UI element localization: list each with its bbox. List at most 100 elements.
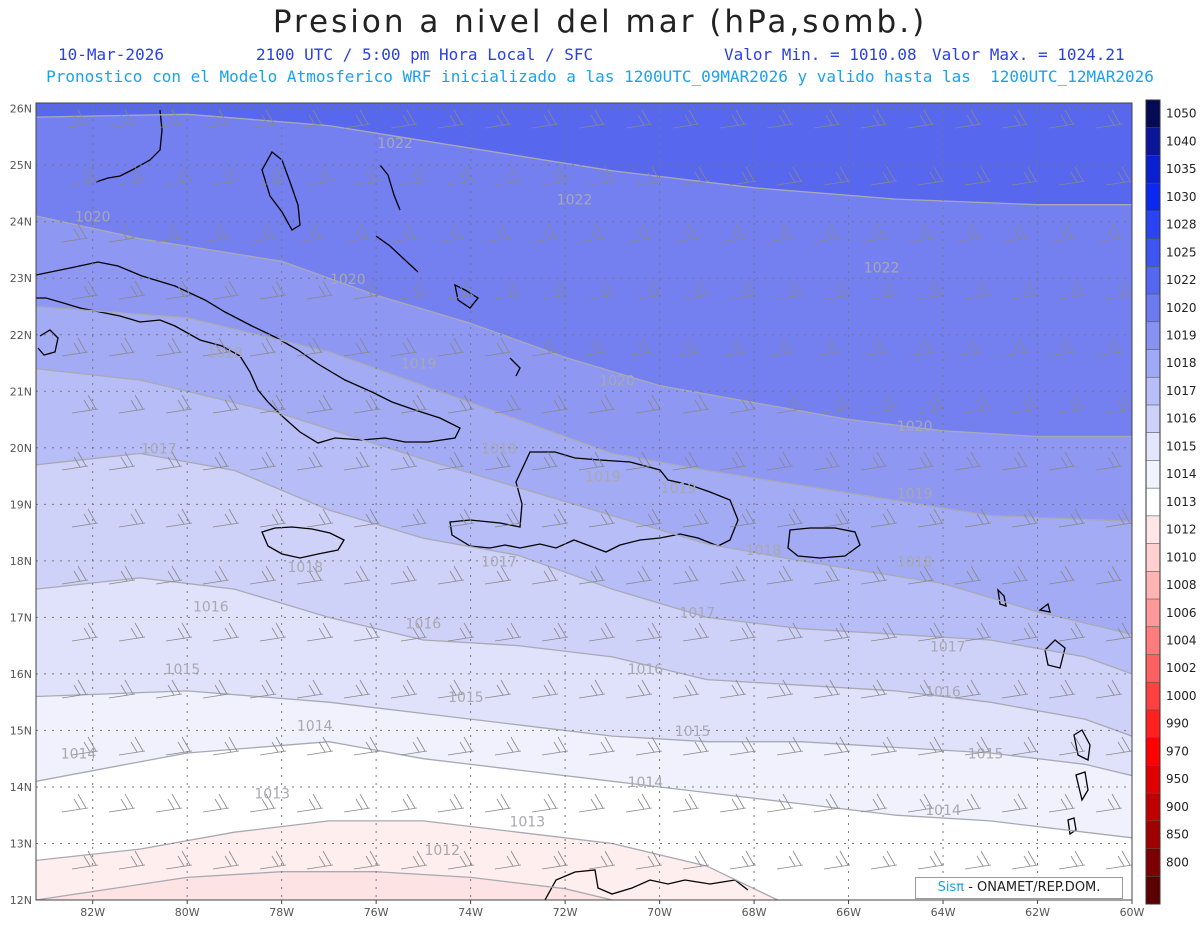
wind-barb [212,508,240,528]
wind-barb [259,394,287,414]
wind-barb [212,280,240,300]
wind-barb [1011,394,1039,414]
wind-barb [343,223,371,243]
wind-barb [202,679,230,699]
wind-barb [494,622,522,642]
wind-barb [729,166,757,186]
wind-barb [672,337,700,357]
colorbar-label: 1016 [1166,412,1197,426]
wind-barb [437,109,465,129]
wind-barb [954,223,982,243]
wind-barb [165,394,193,414]
isobar-1013 [36,820,778,900]
isobar-label: 1017 [141,441,177,457]
wind-barb [155,451,183,471]
colorbar-swatch [1146,515,1160,545]
andros-coast [261,151,301,231]
wind-barb [964,622,992,642]
wind-barb [1058,850,1086,870]
axis-labels: 82W 80W 78W 76W 74W 72W 70W 68W 66W 64W 62W 60W 26N 2… [10,103,1145,919]
colorbar-label: 1019 [1166,329,1197,343]
wind-barb [390,451,418,471]
wind-barb [907,565,935,585]
isobar-label: 1018 [481,441,517,457]
isobar-1019 [36,305,1132,522]
wind-barb [917,508,945,528]
wind-barb [343,565,371,585]
isobar-label: 1012 [424,843,460,859]
wind-barb [823,850,851,870]
wind-barb [672,451,700,471]
wind-barb [447,166,475,186]
isobar-label: 1022 [864,261,900,277]
wind-barb [588,622,616,642]
colorbar-swatch [1146,543,1160,572]
wind-barb [1001,109,1029,129]
wind-barb [1011,166,1039,186]
isobar-label: 1016 [406,617,442,633]
wind-barb [212,394,240,414]
wind-barb [766,337,794,357]
wind-barb [1011,280,1039,300]
long-island-coast [375,235,419,273]
isobar-label: 1018 [287,560,323,576]
wind-barb [578,565,606,585]
wind-barb [484,793,512,813]
isobar-label: 1020 [599,374,635,390]
wind-barb [588,394,616,414]
wind-barb [813,109,841,129]
wind-barb [343,109,371,129]
wind-barb [776,622,804,642]
wind-barb [1095,565,1123,585]
wind-barb [202,223,230,243]
isobar-label: 1015 [968,747,1004,763]
wind-barb [823,508,851,528]
colorbar-swatch [1146,820,1160,850]
wind-barb [635,508,663,528]
lat-label: 26N [10,103,32,116]
wind-barb [1001,679,1029,699]
isobar-label: 1014 [925,803,961,819]
isobar-label: 1018 [746,543,782,559]
colorbar-label: 850 [1166,828,1189,842]
wind-barb [729,850,757,870]
wind-barb [823,280,851,300]
wind-barb [531,793,559,813]
colorbar-label: 1050 [1166,107,1197,121]
wind-barb [202,109,230,129]
wind-barb [202,337,230,357]
wind-barb [296,793,324,813]
wind-barb [400,736,428,756]
colorbar-label: 1010 [1166,550,1197,564]
wind-barb [61,793,89,813]
lat-label: 18N [10,555,32,568]
wind-barb [860,337,888,357]
wind-barb [390,109,418,129]
wind-barb [259,850,287,870]
map-frame [35,102,1133,901]
wind-barb [484,223,512,243]
wind-barb [766,109,794,129]
wind-barb [635,280,663,300]
wind-barb [776,166,804,186]
colorbar-swatch [1146,709,1160,739]
wind-barb [776,394,804,414]
colorbar-label: 1035 [1166,162,1197,176]
colorbar-label: 1015 [1166,439,1197,453]
colorbar-label: 1020 [1166,301,1197,315]
wind-barb [870,508,898,528]
wind-barb [907,337,935,357]
colorbar-swatch [1146,848,1160,877]
wind-barb [447,280,475,300]
lesser-antilles [997,588,1091,836]
wind-barb [541,166,569,186]
wind-barb [343,679,371,699]
wind-barb [954,793,982,813]
wind-barb [390,337,418,357]
wind-barb [494,736,522,756]
isobar-1015 [36,690,1132,777]
wind-barb [625,337,653,357]
wind-barb [202,565,230,585]
wind-barb [860,793,888,813]
isobar-label: 1019 [401,357,437,373]
